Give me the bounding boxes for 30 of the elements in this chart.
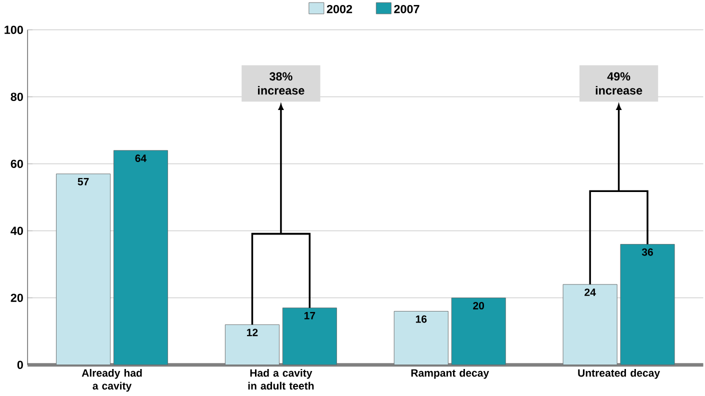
data-label: 24 (584, 288, 596, 296)
bar (394, 311, 448, 366)
data-label: 20 (473, 302, 484, 310)
data-label: 36 (642, 248, 653, 256)
annotation: 38% increase (258, 72, 304, 95)
bar (451, 298, 506, 366)
bar (56, 174, 111, 366)
y-tick-label: 100 (4, 26, 23, 34)
x-tick-label: Already had a cavity (82, 369, 142, 392)
y-tick-label: 40 (10, 226, 23, 236)
y-tick-label: 0 (17, 360, 23, 370)
bar (282, 308, 337, 366)
annotation: 49% increase (596, 72, 642, 95)
data-label: 64 (135, 154, 147, 162)
bar (620, 244, 675, 366)
legend-label: 2002 (326, 5, 352, 14)
y-tick-label: 20 (10, 294, 23, 302)
data-label: 12 (247, 328, 258, 336)
y-tick-label: 60 (10, 160, 23, 168)
legend-label: 2007 (394, 5, 420, 14)
data-label: 16 (416, 316, 427, 324)
data-label: 57 (78, 178, 89, 186)
bar (224, 324, 280, 366)
x-tick-label: Had a cavity in adult teeth (248, 369, 314, 390)
bar (113, 150, 168, 366)
data-label: 17 (304, 312, 316, 320)
bar (562, 284, 618, 366)
x-tick-label: Untreated decay (578, 369, 660, 380)
y-tick-label: 80 (10, 92, 23, 102)
x-tick-label: Rampant decay (411, 369, 490, 380)
